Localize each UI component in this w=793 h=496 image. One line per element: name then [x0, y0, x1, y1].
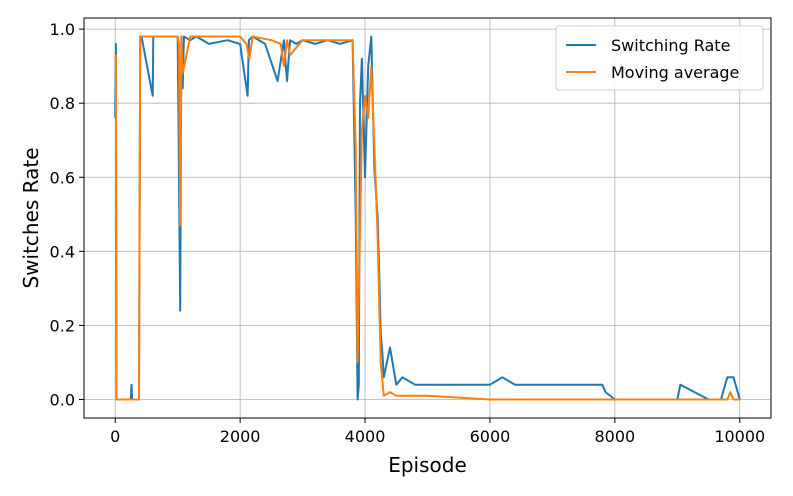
- x-tick-label: 6000: [470, 427, 511, 446]
- y-tick-label: 0.4: [50, 242, 75, 261]
- x-tick-label: 0: [110, 427, 120, 446]
- legend-label-1: Switching Rate: [611, 36, 730, 55]
- y-tick-label: 0.2: [50, 316, 75, 335]
- x-axis-ticks: 0 2000 4000 6000 8000 10000: [110, 418, 765, 446]
- y-axis-title: Switches Rate: [19, 147, 43, 288]
- x-axis-title: Episode: [388, 453, 467, 477]
- x-tick-label: 2000: [220, 427, 261, 446]
- legend-label-2: Moving average: [611, 63, 739, 82]
- y-tick-label: 0.0: [50, 390, 75, 409]
- x-tick-label: 4000: [345, 427, 386, 446]
- legend-box: [555, 25, 764, 91]
- y-tick-label: 0.8: [50, 94, 75, 113]
- series-line-1: [114, 35, 741, 401]
- series-line-2: [114, 35, 740, 401]
- plot-frame: [83, 17, 772, 419]
- y-axis-ticks: 0.0 0.2 0.4 0.6 0.8 1.0: [50, 20, 84, 409]
- series-layer: [114, 35, 741, 401]
- x-tick-label: 8000: [595, 427, 636, 446]
- y-tick-label: 1.0: [50, 20, 75, 39]
- x-tick-label: 10000: [714, 427, 765, 446]
- legend: Switching Rate Moving average: [555, 25, 764, 91]
- y-tick-label: 0.6: [50, 168, 75, 187]
